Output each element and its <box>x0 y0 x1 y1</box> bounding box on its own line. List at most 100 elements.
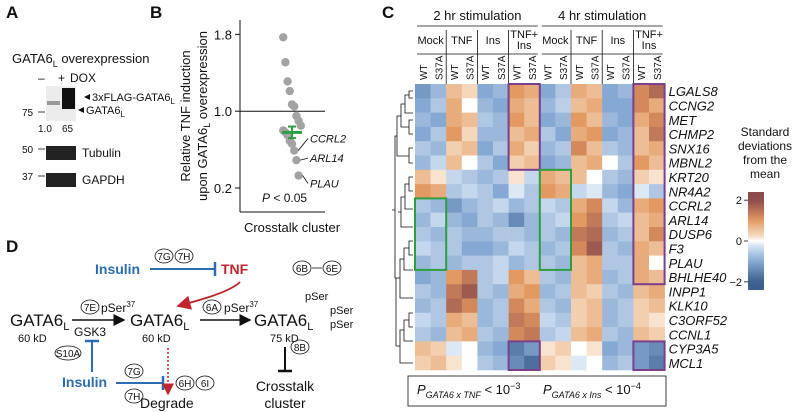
ref-badge <box>54 345 82 361</box>
row-label: BHLHE40 <box>669 270 728 285</box>
heatmap-cell <box>649 227 665 242</box>
heatmap-cell <box>493 84 509 99</box>
heatmap-cell <box>602 284 619 299</box>
heatmap-cell <box>571 126 587 142</box>
heatmap-cell <box>493 155 509 171</box>
heatmap-cell <box>493 312 509 328</box>
condition-label: Ins <box>610 35 625 47</box>
heatmap-cell <box>571 284 587 299</box>
heatmap-cell <box>415 341 431 356</box>
heatmap-cell <box>649 327 665 342</box>
dendrogram <box>392 90 413 364</box>
heatmap-cell <box>415 155 431 171</box>
heatmap-cell <box>493 169 509 185</box>
row-label: SNX16 <box>669 141 711 156</box>
row-label: CCNG2 <box>669 98 715 113</box>
heatmap-cell <box>415 355 431 371</box>
data-point <box>283 77 292 86</box>
heatmap-cell <box>555 84 572 99</box>
data-point <box>292 155 301 165</box>
heatmap-cell <box>617 112 634 128</box>
heatmap-cell <box>493 269 509 285</box>
heatmap-cell <box>539 241 556 256</box>
heatmap-cell <box>415 284 431 299</box>
panel-a: GATA6L overexpression – + DOX 75 3xFLAG-… <box>12 51 175 187</box>
site: pSer <box>330 305 354 317</box>
ref-badge <box>175 375 195 391</box>
heatmap-cell <box>649 212 665 228</box>
heatmap-cell <box>430 269 447 285</box>
y-tick-label: 1.8 <box>214 27 232 42</box>
condition-label: TNF <box>576 35 598 47</box>
heatmap-cell <box>539 255 556 271</box>
point-label: PLAU <box>310 179 339 191</box>
figure-ref: 7H <box>178 252 191 263</box>
heatmap-cell <box>508 255 525 271</box>
heatmap-cell <box>508 155 525 171</box>
heatmap-cell <box>493 112 509 128</box>
x-tick-label: Crosstalk cluster <box>244 220 341 235</box>
heatmap-cell <box>649 341 665 356</box>
heatmap-cell <box>446 312 463 328</box>
heatmap-cell <box>477 198 494 213</box>
heatmap-cell <box>586 212 603 228</box>
blot <box>46 173 76 187</box>
heatmap-cell <box>555 312 572 328</box>
figure-ref: 7G <box>127 367 141 378</box>
ref-badge <box>154 248 174 264</box>
heatmap-cell <box>617 284 634 299</box>
genotype-label: S37A <box>622 55 633 80</box>
heatmap-cell <box>415 198 431 213</box>
heatmap-cell <box>617 255 634 271</box>
heatmap-cell <box>555 141 572 156</box>
row-label: KLK10 <box>669 299 709 314</box>
heatmap-cell <box>539 169 556 185</box>
heatmap-cell <box>633 212 650 228</box>
y-tick-label: 0.2 <box>214 181 232 196</box>
heatmap-cell <box>477 269 494 285</box>
condition-label: Ins <box>517 40 532 52</box>
data-point <box>287 139 297 149</box>
heatmap-cell <box>446 126 463 142</box>
heatmap-cell <box>461 98 478 113</box>
figure-ref: 6A <box>206 303 219 314</box>
heatmap-cell <box>430 212 447 228</box>
heatmap-cell <box>524 141 541 156</box>
heatmap-cell <box>539 298 556 314</box>
node-size: 75 kD <box>270 333 299 345</box>
heatmap-cell <box>508 298 525 314</box>
heatmap-cell <box>602 126 619 142</box>
genotype-label: S37A <box>653 55 664 80</box>
heatmap-cell <box>602 269 619 285</box>
heatmap-cell <box>633 284 650 299</box>
ref-badge <box>174 248 194 264</box>
outcome: Crosstalk <box>256 378 315 394</box>
heatmap-cell <box>571 355 587 371</box>
heatmap-cell <box>461 298 478 314</box>
row-label: MBNL2 <box>669 156 713 171</box>
heatmap-cell <box>461 269 478 285</box>
heatmap-cell <box>649 126 665 142</box>
heatmap-cell <box>602 227 619 242</box>
heatmap-cell <box>571 341 587 356</box>
heatmap-cell <box>508 284 525 299</box>
heatmap-cell <box>477 341 494 356</box>
heatmap-cell <box>461 355 478 371</box>
heatmap-cell <box>602 169 619 185</box>
heatmap-cell <box>555 184 572 199</box>
heatmap-cell <box>461 327 478 342</box>
heatmap-cell <box>493 255 509 271</box>
heatmap-cell <box>649 355 665 371</box>
heatmap-cell <box>649 298 665 314</box>
highlight-box <box>538 168 572 271</box>
heatmap-cell <box>461 341 478 356</box>
heatmap-cell <box>571 169 587 185</box>
heatmap-cell <box>493 241 509 256</box>
band-arrow <box>78 107 84 113</box>
genotype-label: S37A <box>590 55 601 80</box>
outcome: Degrade <box>140 395 194 411</box>
data-point <box>281 58 290 67</box>
site: pSer <box>305 291 329 303</box>
node: GATA6L <box>254 311 313 333</box>
quant-label: 65 <box>62 124 74 135</box>
